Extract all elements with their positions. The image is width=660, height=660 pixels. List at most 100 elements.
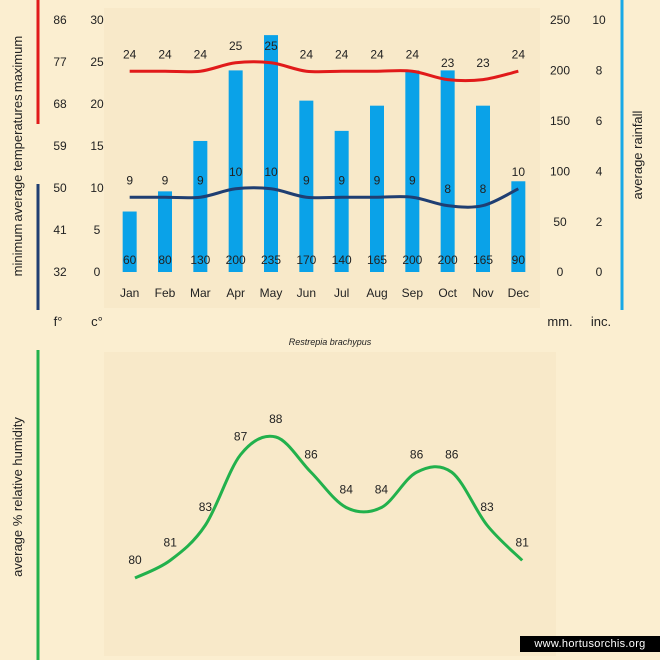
axis-f-tick: 59	[53, 139, 67, 153]
rainfall-bar	[370, 105, 384, 273]
maximum-value-label: 23	[476, 56, 490, 70]
axis-c-tick: 15	[90, 139, 104, 153]
axis-f-tick: 50	[53, 181, 67, 195]
axis-in-tick: 6	[596, 114, 603, 128]
rainfall-bar	[264, 35, 278, 273]
humidity-value-label: 88	[269, 412, 283, 426]
humidity-value-label: 86	[304, 447, 318, 461]
axis-mm-tick: 200	[550, 64, 570, 78]
axis-c-tick: 10	[90, 181, 104, 195]
maximum-temperature-line	[129, 60, 519, 83]
axis-in-tick: 2	[596, 215, 603, 229]
minimum-value-label: 10	[229, 165, 243, 179]
axis-mm-tick: 250	[550, 13, 570, 27]
rainfall-value-label: 165	[367, 253, 387, 267]
month-tick-label: Jul	[334, 286, 349, 300]
rainfall-value-label: 200	[438, 253, 458, 267]
rainfall-bar	[476, 105, 490, 273]
axis-c-tick: 25	[90, 55, 104, 69]
minimum-value-label: 9	[303, 173, 310, 187]
minimum-value-label: 8	[444, 182, 451, 196]
humidity-value-label: 87	[234, 430, 248, 444]
maximum-value-label: 24	[194, 47, 208, 61]
rainfall-bar	[158, 191, 172, 272]
month-tick-label: Apr	[226, 286, 245, 300]
rainfall-bar	[440, 70, 455, 273]
axis-c-tick: 5	[94, 223, 101, 237]
rainfall-value-label: 165	[473, 253, 493, 267]
axis-mm-tick: 50	[553, 215, 567, 229]
unit-inch: inc.	[591, 314, 611, 329]
maximum-value-label: 23	[441, 56, 455, 70]
humidity-value-label: 86	[445, 447, 459, 461]
rainfall-value-label: 80	[158, 253, 172, 267]
minimum-value-label: 9	[162, 173, 169, 187]
watermark: www.hortusorchis.org	[520, 636, 660, 652]
month-tick-label: Dec	[508, 286, 529, 300]
top-chart-panel	[104, 8, 540, 308]
maximum-value-label: 25	[264, 39, 278, 53]
maximum-value-label: 24	[335, 47, 349, 61]
axis-title-temperatures: average temperatures	[10, 94, 25, 222]
axis-in-tick: 0	[596, 265, 603, 279]
axis-f-tick: 68	[53, 97, 67, 111]
humidity-value-label: 84	[375, 483, 389, 497]
axis-c-tick: 0	[94, 265, 101, 279]
rainfall-bar	[299, 100, 314, 272]
axis-title-maximum: maximum	[10, 36, 25, 92]
axis-c-tick: 30	[90, 13, 104, 27]
axis-in-tick: 10	[592, 13, 606, 27]
rainfall-value-label: 200	[226, 253, 246, 267]
month-tick-label: Feb	[155, 286, 176, 300]
axis-f-tick: 32	[53, 265, 67, 279]
rainfall-value-label: 140	[332, 253, 352, 267]
humidity-value-label: 83	[480, 500, 494, 514]
month-tick-label: Jan	[120, 286, 139, 300]
minimum-value-label: 10	[512, 165, 526, 179]
rainfall-bar	[405, 70, 420, 273]
axis-mm-tick: 100	[550, 164, 570, 178]
axis-c-tick: 20	[90, 97, 104, 111]
unit-celsius: c°	[91, 314, 103, 329]
humidity-value-label: 83	[199, 500, 213, 514]
minimum-value-label: 10	[264, 165, 278, 179]
axis-f-tick: 41	[53, 223, 67, 237]
humidity-line	[134, 434, 524, 580]
species-name: Restrepia brachypus	[289, 337, 372, 347]
axis-title-minimum: minimum	[10, 224, 25, 277]
unit-mm: mm.	[547, 314, 572, 329]
axis-f-tick: 86	[53, 13, 67, 27]
axis-in-tick: 8	[596, 64, 603, 78]
axis-title-humidity: average % relative humidity	[10, 417, 25, 577]
minimum-value-label: 9	[197, 173, 204, 187]
maximum-value-label: 24	[123, 47, 137, 61]
minimum-value-label: 8	[480, 182, 487, 196]
rainfall-bar	[511, 181, 526, 272]
axis-f-tick: 77	[53, 55, 67, 69]
rainfall-bar	[228, 70, 243, 273]
rainfall-value-label: 90	[512, 253, 526, 267]
axis-title-rainfall: average rainfall	[630, 110, 645, 199]
humidity-value-label: 81	[516, 535, 530, 549]
month-tick-label: Mar	[190, 286, 211, 300]
rainfall-bar	[193, 140, 208, 272]
month-tick-label: May	[260, 286, 283, 300]
rainfall-value-label: 60	[123, 253, 137, 267]
maximum-value-label: 24	[512, 47, 526, 61]
month-tick-label: Oct	[438, 286, 457, 300]
rainfall-value-label: 170	[296, 253, 316, 267]
month-tick-label: Nov	[472, 286, 493, 300]
minimum-temperature-line	[129, 186, 520, 209]
axis-mm-tick: 0	[557, 265, 564, 279]
rainfall-value-label: 235	[261, 253, 281, 267]
humidity-chart-panel	[104, 352, 556, 656]
maximum-value-label: 24	[406, 47, 420, 61]
minimum-value-label: 9	[126, 173, 133, 187]
humidity-value-label: 80	[128, 553, 142, 567]
minimum-value-label: 9	[338, 173, 345, 187]
rainfall-value-label: 200	[402, 253, 422, 267]
rainfall-value-label: 130	[190, 253, 210, 267]
rainfall-bar	[334, 130, 349, 272]
